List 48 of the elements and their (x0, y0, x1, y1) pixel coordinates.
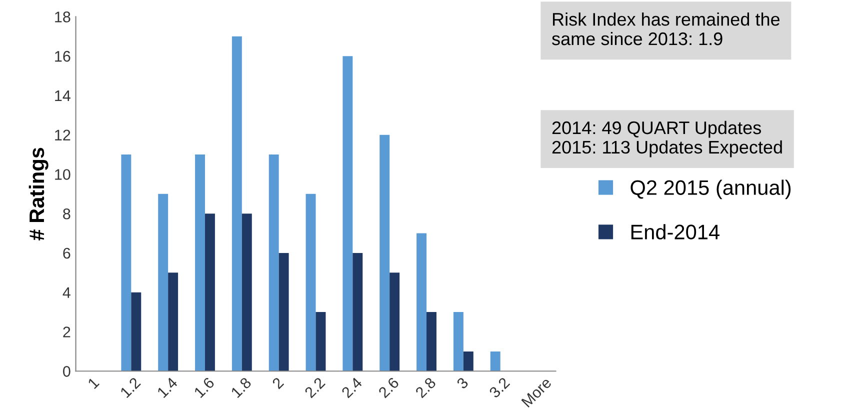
bar (204, 214, 215, 372)
bar (268, 154, 279, 372)
annotation: Risk Index has remained the same since 2013: 1.9 (552, 12, 780, 46)
bar (352, 252, 363, 372)
bar (453, 312, 464, 372)
y-tick-label: 12 (55, 130, 70, 140)
bar (195, 154, 205, 372)
x-tick-label: 3 (456, 376, 469, 390)
y-tick-label: 8 (63, 208, 70, 220)
bar (390, 272, 400, 372)
x-tick-label: 1.2 (120, 376, 141, 398)
bar (490, 351, 500, 372)
bar (278, 252, 289, 372)
legend-label: Q2 2015 (annual) (630, 180, 791, 200)
x-tick-label: 2.2 (304, 376, 326, 398)
bar (463, 351, 474, 372)
y-axis-title: # Ratings (28, 148, 48, 240)
bar (306, 194, 316, 372)
legend-label: End-2014 (631, 224, 720, 240)
bar (380, 134, 390, 372)
x-tick-label: 2 (272, 376, 284, 390)
x-tick-label: 2.8 (414, 376, 436, 398)
y-tick-label: 6 (63, 248, 70, 259)
y-tick-label: 4 (62, 287, 70, 298)
y-tick-label: 0 (63, 366, 70, 377)
bar (342, 56, 353, 372)
x-tick-label: 1 (87, 376, 100, 390)
bar (232, 36, 242, 372)
bar (131, 292, 142, 372)
x-tick-label: 1.8 (230, 376, 252, 398)
bar (168, 272, 178, 372)
x-tick-label: 1.4 (156, 376, 178, 398)
y-tick-label: 18 (55, 12, 70, 22)
bar (426, 312, 436, 372)
y-tick-label: 14 (55, 90, 70, 101)
bar (416, 233, 427, 372)
x-tick-label: 1.6 (194, 376, 215, 398)
y-tick-label: 16 (55, 50, 70, 62)
bar (242, 214, 252, 372)
x-tick-label: 3.2 (488, 376, 510, 399)
x-tick-label: 2.4 (340, 376, 363, 398)
bar (316, 312, 326, 372)
y-tick-label: 10 (55, 169, 70, 180)
x-tick-label: 2.6 (378, 376, 400, 398)
annotation: 2014: 49 QUART Updates 2015: 113 Updates Expected (552, 120, 782, 158)
y-tick-label: 2 (63, 326, 70, 338)
bar (121, 154, 132, 372)
bar (158, 194, 168, 372)
